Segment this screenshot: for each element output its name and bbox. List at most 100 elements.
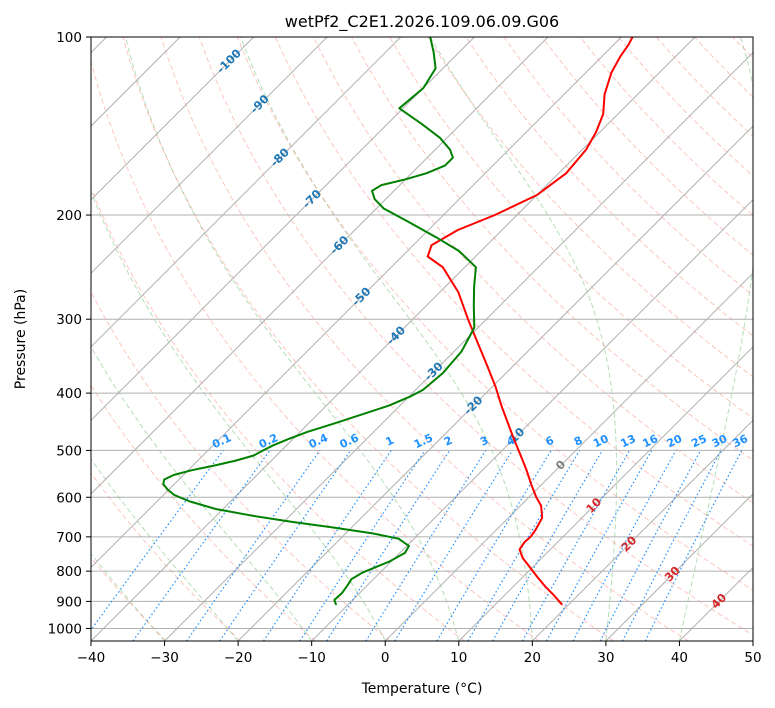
x-tick-label: 50 bbox=[744, 650, 761, 666]
mixing-ratio-label: 1 bbox=[384, 434, 396, 449]
x-tick-label: 20 bbox=[524, 650, 541, 666]
y-tick-label: 900 bbox=[56, 594, 82, 610]
dewpoint-line bbox=[162, 37, 477, 606]
mixing-ratio-label: 10 bbox=[591, 432, 611, 450]
isotherm-label: 0 bbox=[553, 457, 569, 473]
dry-adiabat bbox=[579, 37, 753, 217]
isotherm-line bbox=[91, 37, 696, 641]
x-axis-ticks: −40 −30 −20 −10 0 10 20 30 40 50 bbox=[77, 641, 762, 666]
temperature-line bbox=[426, 37, 634, 606]
isotherm-label: 40 bbox=[708, 590, 729, 611]
mixing-ratio-label: 8 bbox=[572, 434, 584, 449]
mixing-ratio-label: 0.1 bbox=[210, 431, 233, 451]
y-tick-label: 500 bbox=[56, 443, 82, 459]
y-tick-label: 200 bbox=[56, 208, 82, 224]
isotherm-line bbox=[752, 640, 753, 641]
mixing-ratio-line bbox=[492, 450, 603, 641]
x-tick-label: 0 bbox=[381, 650, 390, 666]
mixing-ratio-label: 6 bbox=[543, 434, 556, 449]
dry-adiabat bbox=[91, 290, 391, 641]
x-tick-label: 10 bbox=[450, 650, 467, 666]
mixing-ratio-line bbox=[622, 450, 722, 641]
pressure-gridlines bbox=[91, 37, 753, 629]
x-tick-label: −30 bbox=[150, 650, 179, 666]
mixing-ratio-line bbox=[132, 450, 271, 641]
x-tick-label: −20 bbox=[224, 650, 253, 666]
isotherm-line bbox=[91, 37, 402, 348]
moist-adiabats bbox=[91, 37, 753, 641]
isotherm-label: 10 bbox=[583, 495, 604, 516]
dry-adiabat bbox=[389, 37, 753, 419]
dry-adiabat bbox=[236, 37, 753, 591]
mixing-ratio-line bbox=[394, 450, 513, 641]
dry-adiabat bbox=[694, 37, 753, 98]
isotherm-line bbox=[679, 566, 753, 641]
chart-title: wetPf2_C2E1.2026.109.06.09.G06 bbox=[285, 12, 559, 32]
y-tick-label: 700 bbox=[56, 530, 82, 546]
mixing-ratio-line bbox=[572, 450, 677, 641]
y-tick-label: 800 bbox=[56, 564, 82, 580]
plot-frame bbox=[90, 36, 754, 642]
dry-adiabat bbox=[427, 37, 753, 378]
moist-adiabat bbox=[240, 37, 533, 641]
plot-area: -100-90-80-70-60-50-40-30-20-10010203040… bbox=[91, 37, 753, 641]
moist-adiabat bbox=[91, 345, 313, 641]
isotherm-label: -40 bbox=[384, 323, 409, 348]
x-tick-label: 30 bbox=[597, 650, 614, 666]
isotherm-line bbox=[91, 37, 328, 274]
dry-adiabat bbox=[91, 384, 316, 641]
isotherm-line bbox=[531, 419, 753, 641]
dry-adiabat bbox=[198, 37, 753, 636]
moist-adiabat bbox=[125, 37, 460, 641]
isotherm-lines bbox=[91, 37, 753, 641]
dry-adiabat bbox=[91, 472, 242, 641]
isotherm-label: 30 bbox=[662, 563, 683, 584]
mixing-ratio-line bbox=[546, 450, 653, 641]
mixing-ratio-lines bbox=[91, 450, 743, 641]
y-tick-label: 1000 bbox=[48, 621, 82, 637]
isotherm-label: 20 bbox=[618, 533, 639, 554]
y-tick-label: 100 bbox=[56, 30, 82, 46]
dry-adiabat bbox=[503, 37, 753, 297]
mixing-ratio-line bbox=[219, 450, 352, 641]
isotherm-label: -80 bbox=[267, 145, 292, 170]
mixing-ratio-label: 36 bbox=[731, 432, 751, 450]
mixing-ratio-line bbox=[521, 450, 631, 641]
isotherm-line bbox=[91, 37, 622, 569]
mixing-ratio-label: 13 bbox=[618, 432, 637, 450]
dry-adiabat bbox=[465, 37, 753, 337]
y-tick-label: 400 bbox=[56, 386, 82, 402]
y-axis-label: Pressure (hPa) bbox=[13, 289, 29, 389]
dry-adiabat bbox=[160, 37, 689, 641]
mixing-ratio-label: 2 bbox=[442, 434, 454, 449]
moist-adiabat bbox=[678, 37, 753, 641]
dry-adiabat bbox=[122, 37, 614, 641]
dry-adiabats bbox=[91, 37, 753, 641]
dry-adiabat bbox=[91, 59, 540, 641]
mixing-ratio-line bbox=[436, 450, 552, 641]
isotherm-line bbox=[91, 37, 255, 201]
moist-adiabat bbox=[91, 190, 386, 641]
dry-adiabat bbox=[274, 37, 753, 547]
dry-adiabat bbox=[541, 37, 753, 256]
isotherm-line bbox=[311, 198, 753, 641]
moist-adiabat bbox=[429, 37, 618, 641]
sounding-series bbox=[162, 37, 634, 606]
isotherm-label: -90 bbox=[247, 92, 272, 117]
mixing-ratio-line bbox=[365, 450, 487, 641]
mixing-ratio-line bbox=[326, 450, 451, 641]
isotherm-line bbox=[91, 37, 549, 495]
y-tick-label: 600 bbox=[56, 490, 82, 506]
mixing-ratio-label: 16 bbox=[641, 432, 661, 450]
dry-adiabat bbox=[351, 37, 753, 461]
isotherm-line bbox=[237, 125, 753, 641]
y-axis-ticks: 1000 900 800 700 600 500 400 300 200 100 bbox=[48, 30, 91, 637]
isotherm-label: -50 bbox=[349, 284, 374, 309]
isotherm-line bbox=[91, 37, 475, 422]
mixing-ratio-label: 25 bbox=[689, 432, 708, 450]
mixing-ratio-line bbox=[644, 450, 743, 641]
isotherm-line bbox=[164, 51, 753, 641]
y-tick-label: 300 bbox=[56, 312, 82, 328]
x-tick-label: −40 bbox=[77, 650, 106, 666]
